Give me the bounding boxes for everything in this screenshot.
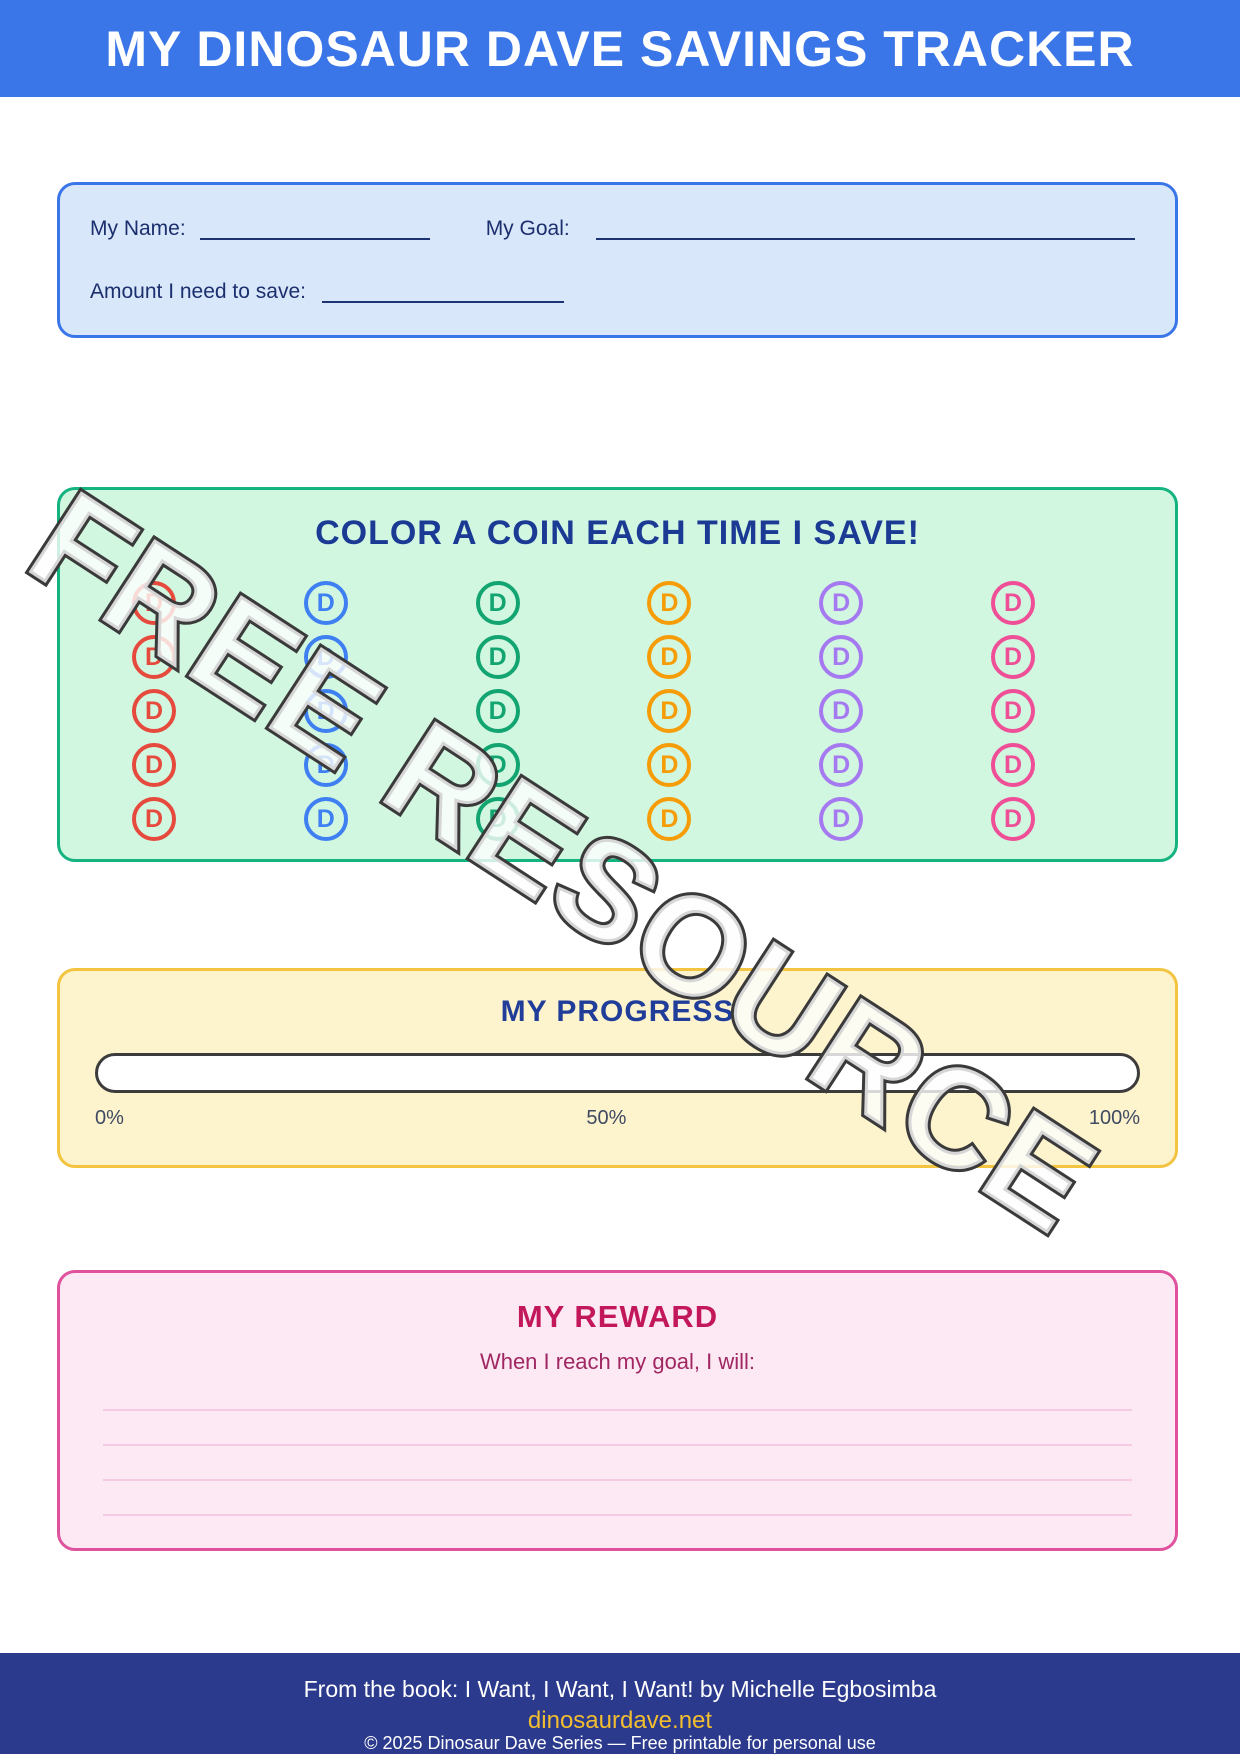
coin[interactable]: D — [819, 797, 864, 841]
progress-bar[interactable] — [95, 1053, 1140, 1093]
coin[interactable]: D — [475, 581, 520, 625]
reward-box: MY REWARD When I reach my goal, I will: — [57, 1270, 1178, 1551]
progress-labels: 0% 50% 100% — [95, 1107, 1140, 1130]
coin[interactable]: D — [132, 689, 176, 733]
coin[interactable]: D — [819, 689, 864, 733]
progress-box: MY PROGRESS 0% 50% 100% — [57, 968, 1178, 1168]
coin[interactable]: D — [303, 797, 348, 841]
writing-line[interactable] — [103, 1409, 1132, 1411]
info-row-name-goal: My Name: My Goal: — [90, 215, 1135, 245]
coin[interactable]: D — [819, 635, 864, 679]
coin[interactable]: D — [647, 743, 692, 787]
my-goal-blank-line[interactable] — [595, 215, 1135, 240]
writing-line[interactable] — [103, 1514, 1132, 1516]
progress-label-0: 0% — [95, 1107, 124, 1129]
coin[interactable]: D — [990, 689, 1035, 733]
coin[interactable]: D — [475, 689, 520, 733]
header-banner: MY DINOSAUR DAVE SAVINGS TRACKER — [0, 0, 1240, 97]
coin[interactable]: D — [475, 797, 520, 841]
coin[interactable]: D — [990, 797, 1035, 841]
coin[interactable]: D — [647, 689, 692, 733]
coin[interactable]: D — [303, 635, 348, 679]
coin[interactable]: D — [990, 635, 1035, 679]
progress-title: MY PROGRESS — [500, 995, 735, 1028]
writing-line[interactable] — [103, 1444, 1132, 1446]
coin[interactable]: D — [819, 743, 864, 787]
footer-copyright: © 2025 Dinosaur Dave Series — Free print… — [364, 1733, 876, 1753]
amount-label: Amount I need to save: — [90, 280, 306, 303]
info-row-amount: Amount I need to save: — [90, 278, 1135, 308]
coin[interactable]: D — [132, 797, 176, 841]
footer-book-credit: From the book: I Want, I Want, I Want! b… — [303, 1676, 937, 1702]
coin[interactable]: D — [990, 581, 1035, 625]
coin[interactable]: D — [475, 743, 520, 787]
coin[interactable]: D — [132, 581, 176, 625]
page-title: MY DINOSAUR DAVE SAVINGS TRACKER — [105, 20, 1135, 77]
reward-subtitle: When I reach my goal, I will: — [479, 1349, 756, 1374]
reward-title: MY REWARD — [516, 1299, 719, 1334]
writing-line[interactable] — [103, 1479, 1132, 1481]
coin[interactable]: D — [303, 581, 348, 625]
coin[interactable]: D — [647, 635, 692, 679]
coin[interactable]: D — [475, 635, 520, 679]
progress-label-100: 100% — [1088, 1107, 1140, 1129]
footer-website-link[interactable]: dinosaurdave.net — [527, 1707, 713, 1734]
info-box: My Name: My Goal: Amount I need to save: — [57, 182, 1178, 338]
my-name-label: My Name: — [90, 217, 186, 240]
coin[interactable]: D — [819, 581, 864, 625]
coin[interactable]: D — [647, 797, 692, 841]
progress-label-50: 50% — [586, 1107, 627, 1129]
coin[interactable]: D — [647, 581, 692, 625]
coin[interactable]: D — [990, 743, 1035, 787]
footer: From the book: I Want, I Want, I Want! b… — [0, 1653, 1240, 1754]
coin[interactable]: D — [132, 743, 176, 787]
coin[interactable]: D — [303, 689, 348, 733]
reward-writing-lines — [103, 1409, 1132, 1516]
coin[interactable]: D — [132, 635, 176, 679]
my-goal-label: My Goal: — [485, 217, 570, 240]
amount-blank-line[interactable] — [321, 278, 564, 303]
coin[interactable]: D — [303, 743, 348, 787]
my-name-blank-line[interactable] — [199, 215, 430, 240]
coin-tracker-title: COLOR A COIN EACH TIME I SAVE! — [315, 514, 920, 552]
